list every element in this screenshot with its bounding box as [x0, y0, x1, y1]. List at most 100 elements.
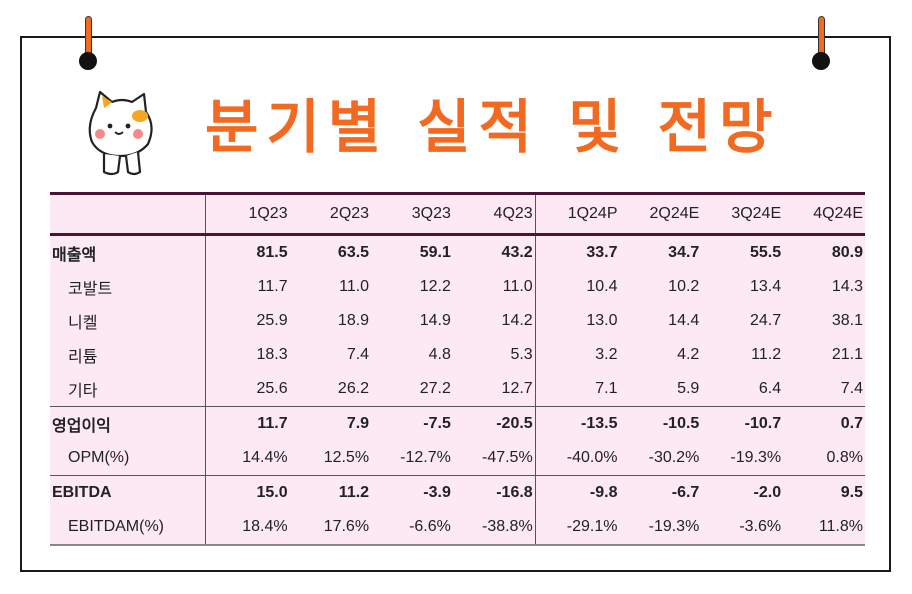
table-cell: 0.8% — [781, 441, 865, 476]
column-header: 3Q24E — [699, 192, 782, 236]
row-label: 매출액 — [50, 233, 207, 270]
row-label: 코발트 — [50, 270, 207, 304]
table-cell: 80.9 — [781, 233, 865, 270]
table-cell: 34.7 — [617, 233, 700, 270]
table-row: 니켈 25.9 18.9 14.9 14.2 13.0 14.4 24.7 38.1 — [50, 304, 865, 338]
table-cell: -13.5 — [534, 406, 618, 441]
table-cell: 15.0 — [205, 475, 288, 510]
quarterly-results-table: 1Q23 2Q23 3Q23 4Q23 1Q24P 2Q24E 3Q24E 4Q… — [50, 192, 865, 546]
column-header: 4Q23 — [450, 192, 536, 236]
table-cell: 5.3 — [450, 338, 536, 372]
table-cell: -19.3% — [699, 441, 782, 476]
table-cell: 5.9 — [617, 372, 700, 407]
table-cell: -10.5 — [617, 406, 700, 441]
table-cell: -47.5% — [450, 441, 536, 476]
table-cell: 27.2 — [369, 372, 451, 407]
table-cell: -7.5 — [369, 406, 451, 441]
table-cell: 10.2 — [617, 270, 700, 304]
table-cell: 11.8% — [781, 510, 865, 546]
table-cell: 13.0 — [534, 304, 618, 338]
table-cell: -3.9 — [369, 475, 451, 510]
table-row: EBITDAM(%) 18.4% 17.6% -6.6% -38.8% -29.1% -19… — [50, 510, 865, 546]
column-header: 3Q23 — [369, 192, 451, 236]
table-cell: -19.3% — [617, 510, 700, 546]
table-cell: 14.4 — [617, 304, 700, 338]
table-cell: -6.6% — [369, 510, 451, 546]
table-row: OPM(%) 14.4% 12.5% -12.7% -47.5% -40.0% -30.2%… — [50, 441, 865, 476]
table-cell: 11.0 — [450, 270, 536, 304]
table-cell: -9.8 — [534, 475, 618, 510]
column-header: 1Q24P — [534, 192, 618, 236]
table-cell: 10.4 — [534, 270, 618, 304]
table-row: 리튬 18.3 7.4 4.8 5.3 3.2 4.2 11.2 21.1 — [50, 338, 865, 372]
table-cell: -38.8% — [450, 510, 536, 546]
table-cell: 9.5 — [781, 475, 865, 510]
table-cell: -16.8 — [450, 475, 536, 510]
table-cell: 33.7 — [534, 233, 618, 270]
page-title: 분기별 실적 및 전망 — [205, 93, 781, 161]
cat-mascot-icon — [88, 90, 153, 176]
table-cell: 12.5% — [287, 441, 370, 476]
table-cell: 55.5 — [699, 233, 782, 270]
row-label: 영업이익 — [50, 406, 207, 441]
row-label: EBITDA — [50, 475, 207, 510]
table-cell: 7.4 — [781, 372, 865, 407]
header-label-cell — [50, 192, 207, 236]
table-cell: 0.7 — [781, 406, 865, 441]
table-cell: 7.9 — [287, 406, 370, 441]
table-cell: 18.3 — [205, 338, 288, 372]
table-cell: 26.2 — [287, 372, 370, 407]
row-label: 니켈 — [50, 304, 207, 338]
table-cell: 14.3 — [781, 270, 865, 304]
table-cell: 11.2 — [287, 475, 370, 510]
column-header: 1Q23 — [205, 192, 288, 236]
table-cell: 18.4% — [205, 510, 288, 546]
table-cell: 4.8 — [369, 338, 451, 372]
table-cell: 14.9 — [369, 304, 451, 338]
table-cell: 14.2 — [450, 304, 536, 338]
table-cell: 21.1 — [781, 338, 865, 372]
table-cell: 63.5 — [287, 233, 370, 270]
table-cell: -29.1% — [534, 510, 618, 546]
table-cell: -3.6% — [699, 510, 782, 546]
table-cell: 25.6 — [205, 372, 288, 407]
table-cell: 11.2 — [699, 338, 782, 372]
table-cell: -6.7 — [617, 475, 700, 510]
table-cell: 81.5 — [205, 233, 288, 270]
table-cell: -12.7% — [369, 441, 451, 476]
column-header: 2Q23 — [287, 192, 370, 236]
table-row: 영업이익 11.7 7.9 -7.5 -20.5 -13.5 -10.5 -10.7 0.7 — [50, 406, 865, 441]
table-cell: 11.7 — [205, 406, 288, 441]
table-cell: 7.1 — [534, 372, 618, 407]
row-label: EBITDAM(%) — [50, 510, 207, 546]
row-label: OPM(%) — [50, 441, 207, 476]
table-row: EBITDA 15.0 11.2 -3.9 -16.8 -9.8 -6.7 -2.0 9.5 — [50, 475, 865, 510]
table-cell: 38.1 — [781, 304, 865, 338]
table-cell: -10.7 — [699, 406, 782, 441]
table-cell: 18.9 — [287, 304, 370, 338]
table-cell: 3.2 — [534, 338, 618, 372]
column-header: 4Q24E — [781, 192, 865, 236]
table-cell: 25.9 — [205, 304, 288, 338]
table-cell: 43.2 — [450, 233, 536, 270]
table-cell: -40.0% — [534, 441, 618, 476]
table-cell: -30.2% — [617, 441, 700, 476]
table-cell: 14.4% — [205, 441, 288, 476]
table-cell: 12.7 — [450, 372, 536, 407]
table-cell: 11.7 — [205, 270, 288, 304]
table-cell: 59.1 — [369, 233, 451, 270]
table-cell: 13.4 — [699, 270, 782, 304]
table-cell: -2.0 — [699, 475, 782, 510]
table-row: 코발트 11.7 11.0 12.2 11.0 10.4 10.2 13.4 14.3 — [50, 270, 865, 304]
table-cell: 11.0 — [287, 270, 370, 304]
table-cell: 17.6% — [287, 510, 370, 546]
table-cell: -20.5 — [450, 406, 536, 441]
table-row: 매출액 81.5 63.5 59.1 43.2 33.7 34.7 55.5 80.9 — [50, 233, 865, 270]
column-header: 2Q24E — [617, 192, 700, 236]
table-row: 기타 25.6 26.2 27.2 12.7 7.1 5.9 6.4 7.4 — [50, 372, 865, 407]
table-cell: 7.4 — [287, 338, 370, 372]
table-cell: 24.7 — [699, 304, 782, 338]
row-label: 리튬 — [50, 338, 207, 372]
table-cell: 6.4 — [699, 372, 782, 407]
table-cell: 4.2 — [617, 338, 700, 372]
